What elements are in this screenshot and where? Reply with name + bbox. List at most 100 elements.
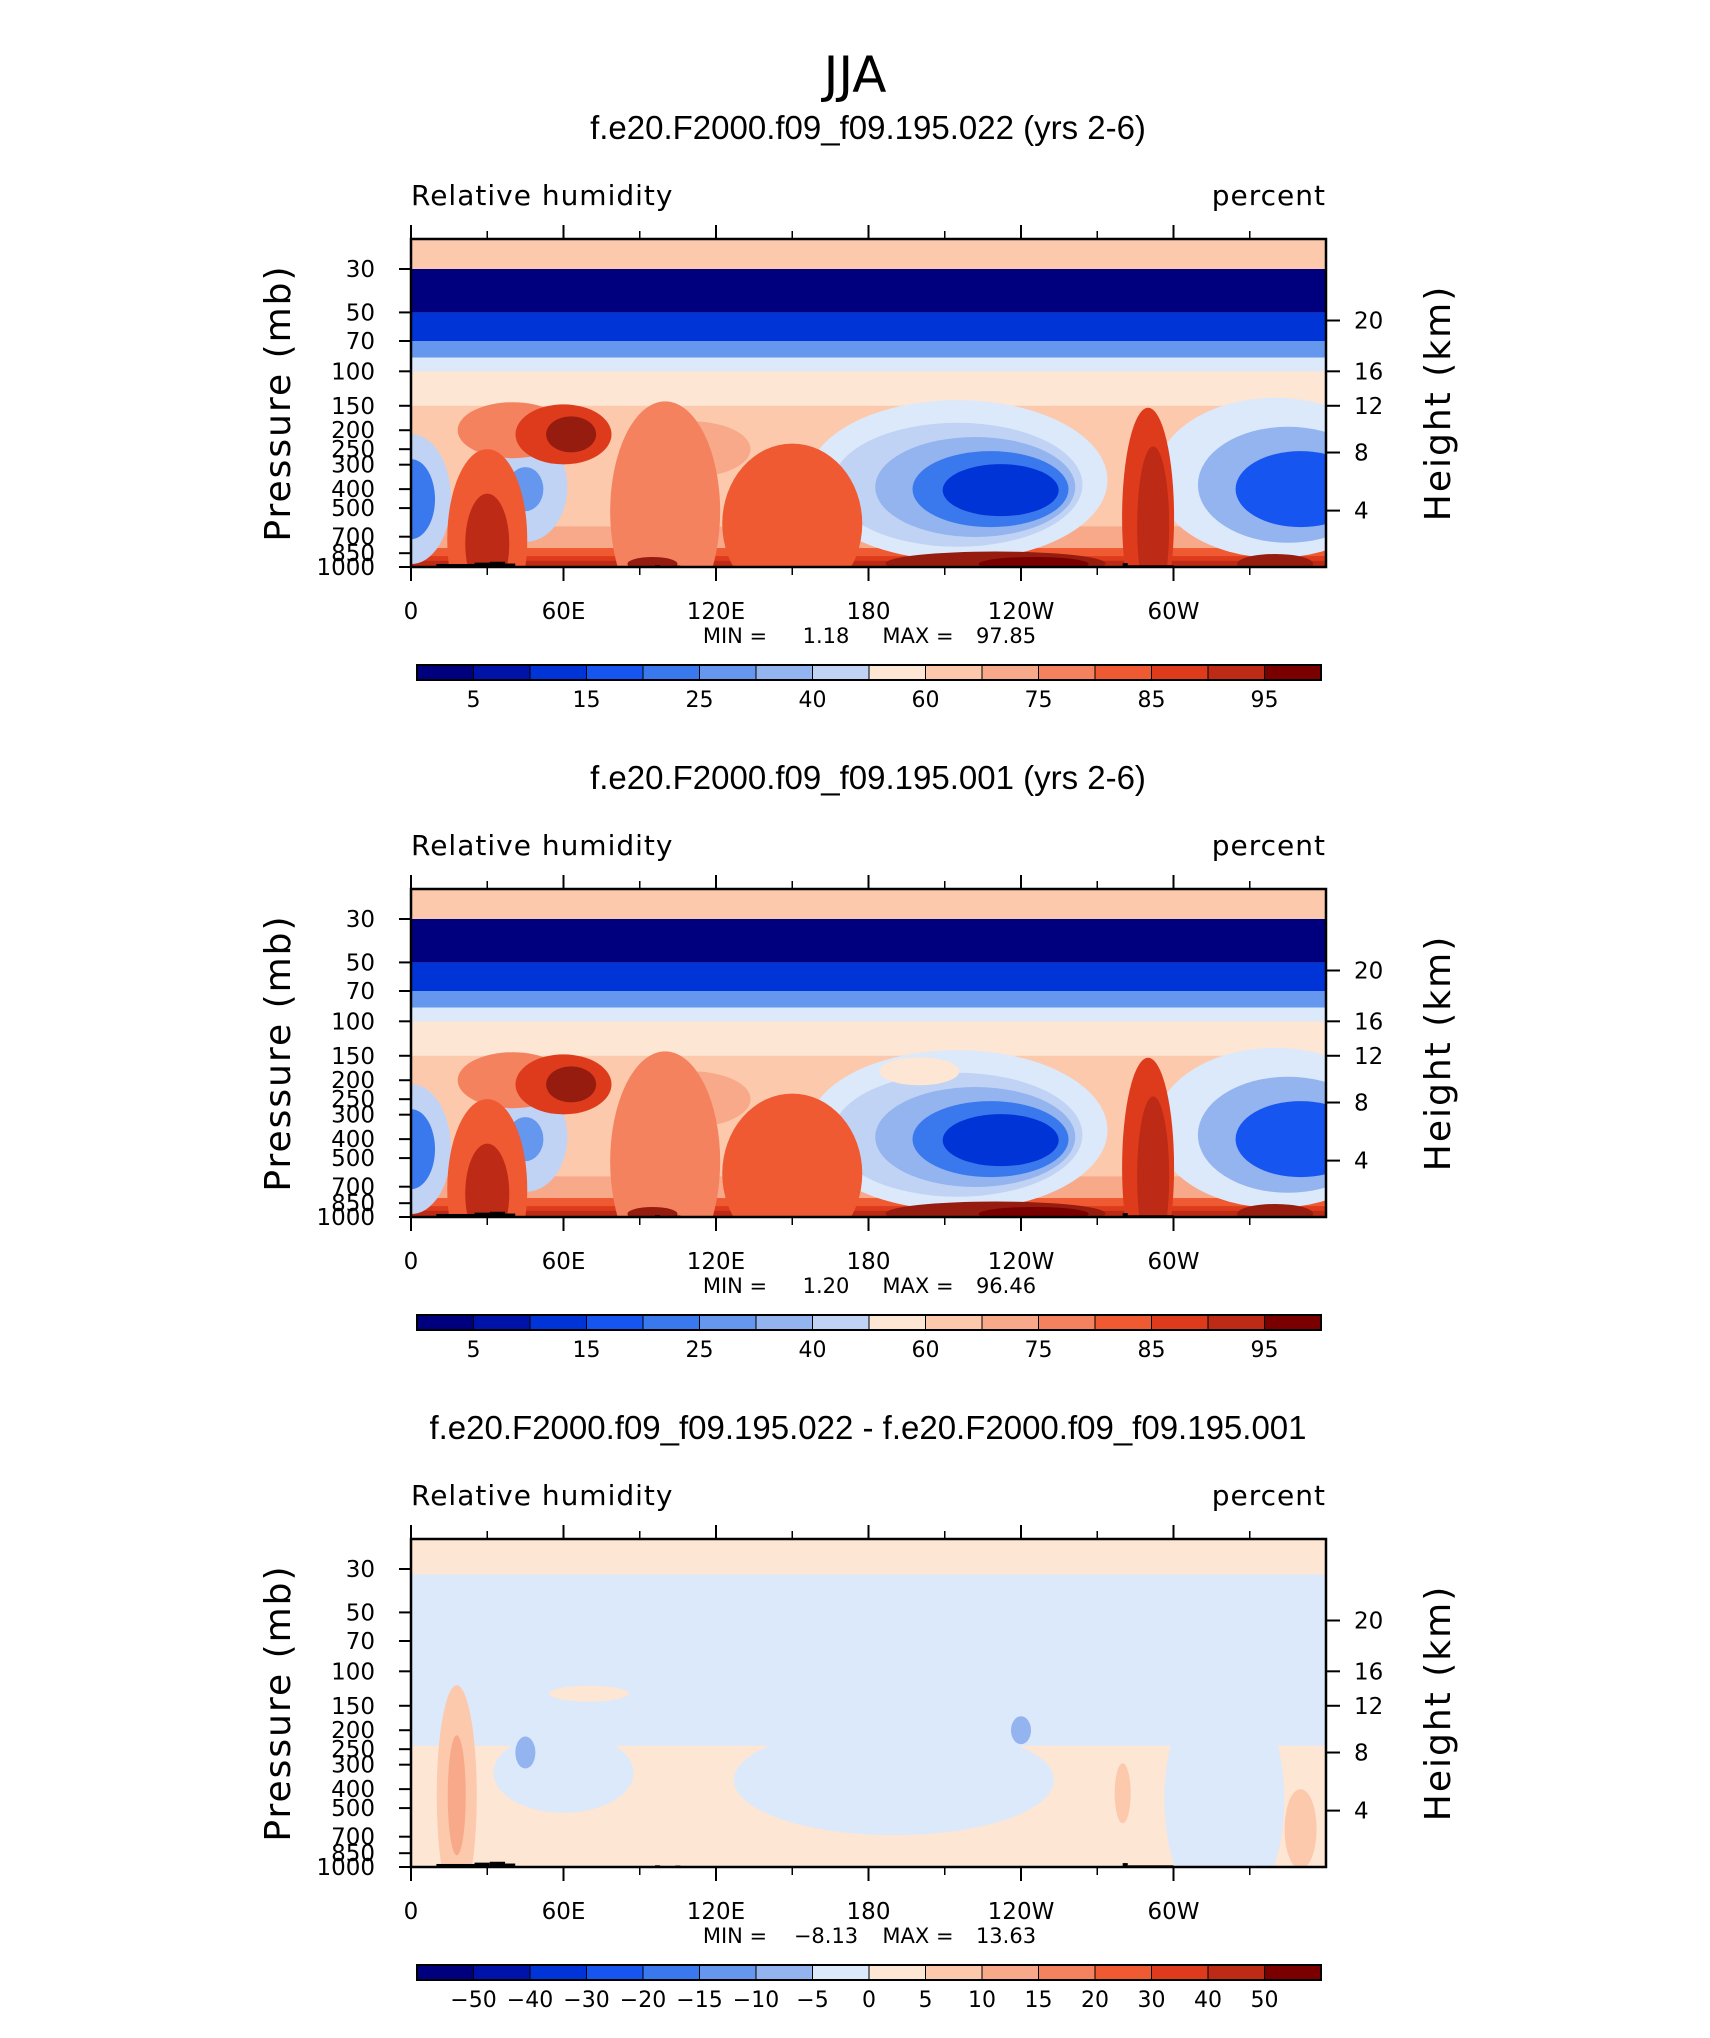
lon-tick-label: 120W <box>988 1899 1055 1925</box>
contour-region <box>546 1066 597 1103</box>
y-axis-label: Pressure (mb) <box>258 264 299 541</box>
land-block <box>436 1863 475 1867</box>
min-label: MIN = <box>703 1274 767 1298</box>
contour-region <box>548 1685 629 1702</box>
colorbar-label: −15 <box>676 1988 722 2013</box>
colorbar-box <box>755 1964 813 1981</box>
chart-panel-3: 3050701001502002503004005007008501000201… <box>258 1409 1459 2013</box>
units-label: percent <box>1212 179 1326 212</box>
land-block <box>1122 563 1128 567</box>
height-tick-label: 12 <box>1354 1694 1383 1720</box>
lon-tick-label: 180 <box>847 1899 891 1925</box>
colorbar-label: 95 <box>1251 1338 1279 1363</box>
colorbar-label: 75 <box>1025 688 1053 713</box>
land-block <box>474 1862 490 1867</box>
pressure-tick-label: 70 <box>346 329 375 355</box>
lon-tick-label: 60W <box>1147 599 1199 625</box>
min-value: 1.18 <box>803 624 850 648</box>
land-block <box>474 1212 490 1217</box>
panels: 3050701001502002503004005007008501000201… <box>258 109 1459 2013</box>
contour-region <box>1011 1716 1031 1745</box>
panel-title: f.e20.F2000.f09_f09.195.001 (yrs 2-6) <box>590 759 1146 796</box>
pressure-tick-label: 250 <box>331 1087 375 1113</box>
pressure-tick-label: 70 <box>346 1629 375 1655</box>
pressure-tick-label: 250 <box>331 437 375 463</box>
contour-region <box>627 1206 678 1217</box>
lon-tick-label: 0 <box>404 599 419 625</box>
colorbar-box <box>473 1964 531 1981</box>
colorbar-label: 40 <box>1194 1988 1222 2013</box>
contour-region <box>411 1109 435 1190</box>
pressure-tick-label: 150 <box>331 394 375 420</box>
pressure-tick-label: 200 <box>331 1718 375 1744</box>
colorbar-label: 85 <box>1138 1338 1166 1363</box>
pressure-tick-label: 300 <box>331 1103 375 1129</box>
lon-tick-label: 60W <box>1147 1249 1199 1275</box>
contour-region <box>942 464 1059 517</box>
colorbar-box <box>981 664 1039 681</box>
height-tick-label: 20 <box>1354 959 1383 985</box>
units-label: percent <box>1212 829 1326 862</box>
pressure-tick-label: 150 <box>331 1694 375 1720</box>
colorbar-box <box>586 1964 644 1981</box>
contour-field <box>411 1539 1326 1867</box>
variable-label: Relative humidity <box>411 829 673 862</box>
colorbar-box <box>755 1314 813 1331</box>
y-axis-label: Pressure (mb) <box>258 1564 299 1841</box>
colorbar-label: 30 <box>1138 1988 1166 2013</box>
lon-tick-label: 120E <box>687 1899 745 1925</box>
colorbar-label: 15 <box>1025 1988 1053 2013</box>
pressure-tick-label: 50 <box>346 300 375 326</box>
pressure-tick-label: 1000 <box>316 1205 375 1231</box>
contour-region <box>515 1736 536 1769</box>
contour-region <box>411 1210 1326 1217</box>
figure-title: JJA <box>821 46 887 104</box>
colorbar-frame <box>416 1964 1322 1981</box>
colorbar-box <box>1094 1964 1152 1981</box>
contour-region <box>879 1057 960 1086</box>
pressure-tick-label: 100 <box>331 1659 375 1685</box>
contour-region <box>411 312 1326 342</box>
colorbar-box <box>1264 664 1322 681</box>
colorbar-label: −50 <box>450 1988 496 2013</box>
min-value: −8.13 <box>794 1924 858 1948</box>
pressure-tick-label: 500 <box>331 496 375 522</box>
lon-tick-label: 60E <box>542 1249 586 1275</box>
pressure-tick-label: 400 <box>331 1777 375 1803</box>
land-block <box>1122 1213 1128 1217</box>
colorbar-label: 5 <box>919 1988 933 2013</box>
pressure-tick-label: 100 <box>331 1009 375 1035</box>
colorbar-box <box>1264 1314 1322 1331</box>
colorbar-box <box>473 1314 531 1331</box>
contour-region <box>978 556 1089 567</box>
contour-region <box>411 357 1326 372</box>
colorbar-box <box>529 664 587 681</box>
colorbar-box <box>868 1964 926 1981</box>
colorbar-box <box>1207 1964 1265 1981</box>
y-axis-label-right: Height (km) <box>1418 935 1459 1171</box>
pressure-tick-label: 100 <box>331 359 375 385</box>
contour-region <box>447 1735 466 1856</box>
height-tick-label: 16 <box>1354 1009 1383 1035</box>
pressure-tick-label: 500 <box>331 1146 375 1172</box>
max-label: MAX = <box>882 1274 953 1298</box>
lon-tick-label: 0 <box>404 1899 419 1925</box>
colorbar-box <box>1038 1314 1096 1331</box>
y-axis-label-right: Height (km) <box>1418 1585 1459 1821</box>
pressure-tick-label: 1000 <box>316 555 375 581</box>
min-label: MIN = <box>703 1924 767 1948</box>
colorbar-box <box>416 1964 474 1981</box>
chart-panel-2: 3050701001502002503004005007008501000201… <box>258 759 1459 1363</box>
contour-region <box>1235 1101 1326 1178</box>
colorbar-label: 15 <box>573 688 601 713</box>
colorbar-label: 40 <box>799 1338 827 1363</box>
pressure-tick-label: 300 <box>331 1753 375 1779</box>
pressure-tick-label: 50 <box>346 950 375 976</box>
pressure-tick-label: 200 <box>331 1068 375 1094</box>
colorbar-label: 5 <box>467 1338 481 1363</box>
colorbar-label: 0 <box>862 1988 876 2013</box>
panel-title: f.e20.F2000.f09_f09.195.022 (yrs 2-6) <box>590 109 1146 146</box>
colorbar-box <box>642 1314 700 1331</box>
height-tick-label: 20 <box>1354 1609 1383 1635</box>
contour-region <box>1284 1789 1317 1867</box>
